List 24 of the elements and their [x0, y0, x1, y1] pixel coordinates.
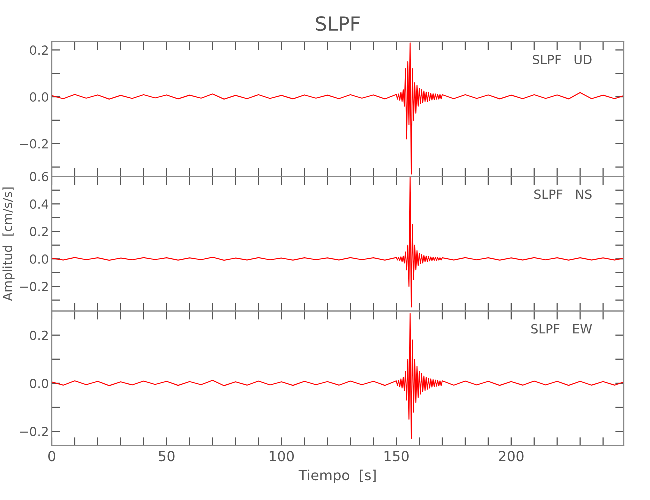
x-tick-label: 100: [270, 451, 294, 462]
y-axis-title: Amplitud [cm/s/s]: [2, 188, 15, 302]
y-tick-label: 0.0: [30, 378, 48, 388]
y-tick-label: 0.6: [30, 172, 48, 182]
y-tick-label: 0.2: [30, 227, 48, 237]
chart-title: SLPF: [316, 16, 360, 32]
x-tick-label: 50: [159, 451, 175, 462]
y-tick-label: −0.2: [20, 427, 48, 436]
x-tick-label: 200: [499, 451, 524, 462]
annotation: SLPF UD: [533, 55, 592, 64]
x-axis-title: Tiempo [s]: [298, 470, 376, 484]
x-tick-label: 0: [48, 451, 56, 462]
line-series: [52, 313, 624, 440]
y-tick-label: 0.2: [30, 46, 48, 56]
x-tick-label: 150: [384, 451, 409, 462]
annotation: SLPF NS: [534, 190, 592, 200]
y-tick-label: 0.2: [30, 330, 48, 340]
y-tick-label: 0.0: [30, 254, 48, 264]
y-tick-label: −0.2: [20, 139, 48, 149]
y-tick-label: 0.0: [30, 92, 48, 102]
line-series: [52, 42, 624, 175]
y-tick-label: 0.4: [30, 200, 49, 210]
annotation: SLPF EW: [532, 324, 592, 334]
y-tick-label: −0.2: [20, 282, 48, 292]
